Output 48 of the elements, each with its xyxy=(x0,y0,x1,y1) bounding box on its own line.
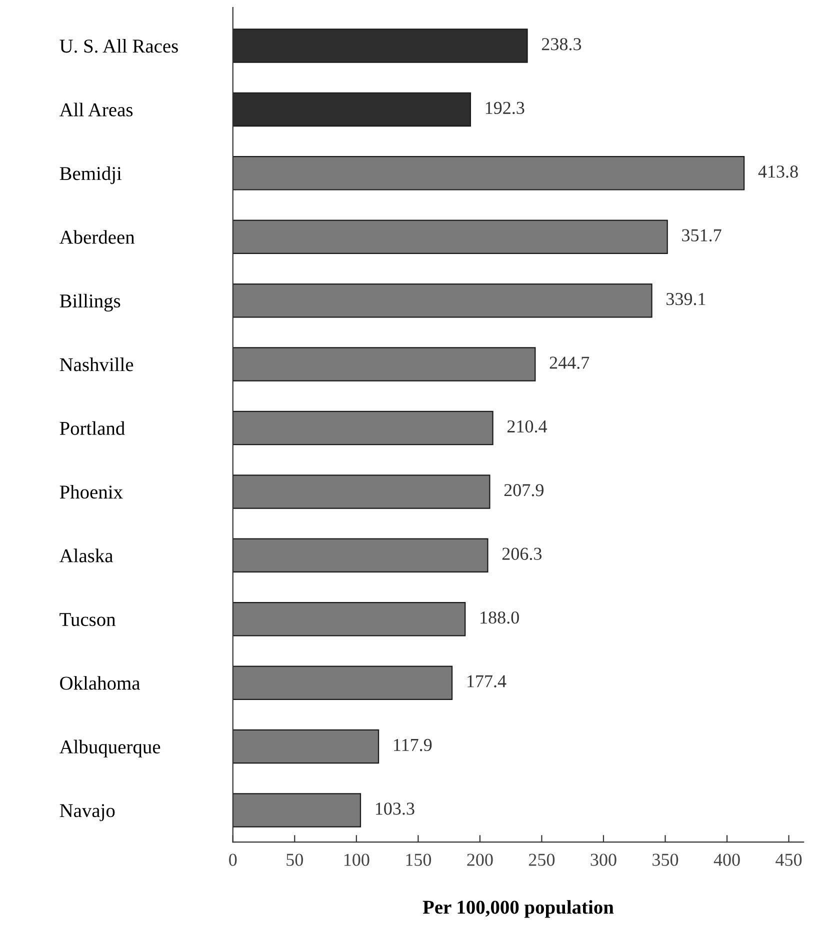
y-tick-label: Nashville xyxy=(60,358,134,372)
y-tick-label: Billings xyxy=(60,294,120,312)
data-label: 413.8 xyxy=(758,166,798,178)
x-tick-label: 250 xyxy=(528,854,555,866)
data-label: 238.3 xyxy=(542,38,582,50)
y-tick-label: Aberdeen xyxy=(59,230,135,244)
bar xyxy=(232,347,536,382)
bar xyxy=(232,283,652,318)
data-label: 207.9 xyxy=(504,484,544,496)
x-tick-label: 150 xyxy=(406,854,432,866)
bar xyxy=(232,538,488,573)
y-tick-label: Oklahoma xyxy=(60,676,140,690)
x-tick-label: 0 xyxy=(229,854,237,866)
data-label: 351.7 xyxy=(682,229,722,242)
y-tick-label: Albuquerque xyxy=(59,740,160,758)
x-tick-label: 300 xyxy=(590,854,616,866)
data-label: 177.4 xyxy=(468,675,506,688)
x-tick-label: 350 xyxy=(652,854,678,866)
y-tick-label: Alaska xyxy=(59,548,113,562)
data-label: 117.9 xyxy=(394,738,432,752)
data-label: 103.3 xyxy=(376,802,414,815)
x-tick-label: 450 xyxy=(776,854,802,866)
bar xyxy=(232,474,490,509)
bar xyxy=(232,156,745,190)
y-tick-label: Bemidji xyxy=(60,166,122,184)
data-label: 192.3 xyxy=(486,102,524,114)
y-tick-label: Phoenix xyxy=(60,484,123,499)
bar xyxy=(232,602,466,636)
y-tick-label: Tucson xyxy=(60,613,116,626)
x-tick-label: 200 xyxy=(467,854,493,866)
y-tick-label: All Areas xyxy=(59,102,133,116)
y-tick-label: Portland xyxy=(60,421,125,435)
bar xyxy=(232,410,494,446)
bar xyxy=(232,220,668,254)
data-label: 188.0 xyxy=(480,611,519,624)
bar xyxy=(232,729,380,764)
y-tick-label: Navajo xyxy=(60,804,115,822)
bar xyxy=(232,793,362,828)
data-label: 339.1 xyxy=(666,292,706,306)
x-tick-label: 100 xyxy=(344,854,370,866)
y-tick-label: U. S. All Races xyxy=(60,39,178,53)
data-label: 206.3 xyxy=(502,548,542,560)
data-label: 210.4 xyxy=(507,420,548,433)
x-axis-title: Per 100,000 population xyxy=(422,900,614,918)
bar xyxy=(232,666,453,700)
x-tick-label: 50 xyxy=(286,854,303,866)
data-label: 244.7 xyxy=(550,356,590,369)
x-tick-label: 400 xyxy=(714,854,740,866)
